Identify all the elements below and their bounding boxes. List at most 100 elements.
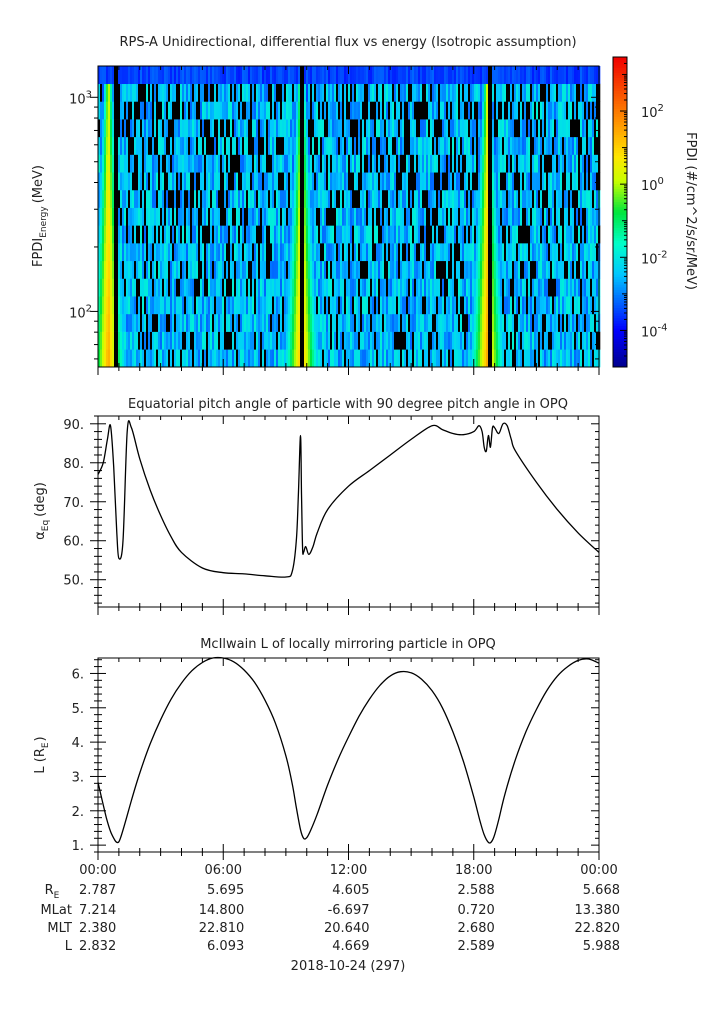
heatmap-cell: [146, 243, 149, 262]
heatmap-cell: [108, 313, 111, 332]
heatmap-cell: [256, 331, 259, 350]
heatmap-cell: [514, 154, 517, 173]
heatmap-cell: [372, 278, 375, 297]
heatmap-cell: [536, 83, 539, 102]
heatmap-cell: [418, 260, 421, 279]
heatmap-cell: [342, 349, 345, 368]
heatmap-cell: [162, 101, 165, 120]
heatmap-cell: [396, 243, 399, 262]
heatmap-cell: [206, 313, 209, 332]
heatmap-cell: [352, 154, 355, 173]
heatmap-cell: [176, 189, 179, 208]
heatmap-cell: [222, 296, 225, 315]
heatmap-cell: [384, 260, 387, 279]
heatmap-cell: [222, 154, 225, 173]
heatmap-cell: [298, 136, 301, 155]
heatmap-cell: [354, 349, 357, 368]
heatmap-cell: [188, 278, 191, 297]
heatmap-cell: [348, 243, 351, 262]
heatmap-cell: [448, 260, 451, 279]
heatmap-cell: [456, 136, 459, 155]
heatmap-cell: [396, 189, 399, 208]
heatmap-cell: [310, 349, 313, 368]
heatmap-cell: [434, 278, 437, 297]
heatmap-cell: [572, 172, 575, 191]
heatmap-cell: [170, 101, 173, 120]
heatmap-cell: [128, 296, 131, 315]
heatmap-cell: [532, 101, 535, 120]
heatmap-cell: [464, 119, 467, 138]
heatmap-cell: [328, 225, 331, 244]
heatmap-cell: [518, 83, 521, 102]
heatmap-cell: [592, 313, 595, 332]
heatmap-cell: [260, 66, 263, 85]
heatmap-cell: [548, 66, 551, 85]
heatmap-cell: [180, 154, 183, 173]
heatmap-cell: [528, 313, 531, 332]
heatmap-cell: [288, 66, 291, 85]
heatmap-cell: [362, 207, 365, 226]
heatmap-cell: [414, 172, 417, 191]
heatmap-cell: [220, 172, 223, 191]
heatmap-cell: [364, 260, 367, 279]
colorbar-segment: [613, 261, 627, 265]
heatmap-cell: [312, 331, 315, 350]
heatmap-cell: [462, 313, 465, 332]
heatmap-cell: [492, 260, 495, 279]
heatmap-cell: [592, 119, 595, 138]
heatmap-cell: [334, 136, 337, 155]
heatmap-cell: [304, 260, 307, 279]
heatmap-cell: [408, 154, 411, 173]
heatmap-cell: [206, 119, 209, 138]
heatmap-cell: [280, 296, 283, 315]
heatmap-cell: [580, 225, 583, 244]
heatmap-cell: [262, 349, 265, 368]
heatmap-cell: [202, 207, 205, 226]
heatmap-cell: [588, 260, 591, 279]
heatmap-cell: [492, 349, 495, 368]
heatmap-cell: [204, 189, 207, 208]
heatmap-cell: [270, 313, 273, 332]
heatmap-cell: [304, 154, 307, 173]
heatmap-cell: [274, 136, 277, 155]
heatmap-cell: [432, 225, 435, 244]
heatmap-cell: [548, 243, 551, 262]
heatmap-cell: [260, 225, 263, 244]
heatmap-cell: [406, 154, 409, 173]
heatmap-cell: [362, 225, 365, 244]
heatmap-cell: [214, 83, 217, 102]
heatmap-cell: [306, 101, 309, 120]
heatmap-cell: [544, 313, 547, 332]
heatmap-cell: [212, 331, 215, 350]
heatmap-cell: [212, 278, 215, 297]
heatmap-cell: [334, 278, 337, 297]
heatmap-cell: [252, 189, 255, 208]
heatmap-cell: [574, 189, 577, 208]
heatmap-cell: [536, 331, 539, 350]
heatmap-cell: [166, 207, 169, 226]
heatmap-cell: [280, 313, 283, 332]
heatmap-cell: [460, 349, 463, 368]
heatmap-cell: [412, 349, 415, 368]
heatmap-cell: [352, 101, 355, 120]
heatmap-cell: [304, 207, 307, 226]
heatmap-cell: [586, 154, 589, 173]
heatmap-cell: [352, 172, 355, 191]
heatmap-cell: [376, 207, 379, 226]
heatmap-cell: [506, 243, 509, 262]
heatmap-cell: [564, 119, 567, 138]
heatmap-cell: [270, 349, 273, 368]
heatmap-cell: [520, 243, 523, 262]
heatmap-cell: [130, 331, 133, 350]
heatmap-cell: [160, 260, 163, 279]
heatmap-cell: [430, 296, 433, 315]
heatmap-cell: [552, 260, 555, 279]
heatmap-cell: [538, 278, 541, 297]
heatmap-cell: [204, 296, 207, 315]
heatmap-cell: [486, 207, 489, 226]
heatmap-cell: [226, 349, 229, 368]
heatmap-cell: [348, 66, 351, 85]
heatmap-cell: [508, 278, 511, 297]
heatmap-cell: [266, 243, 269, 262]
heatmap-cell: [516, 83, 519, 102]
